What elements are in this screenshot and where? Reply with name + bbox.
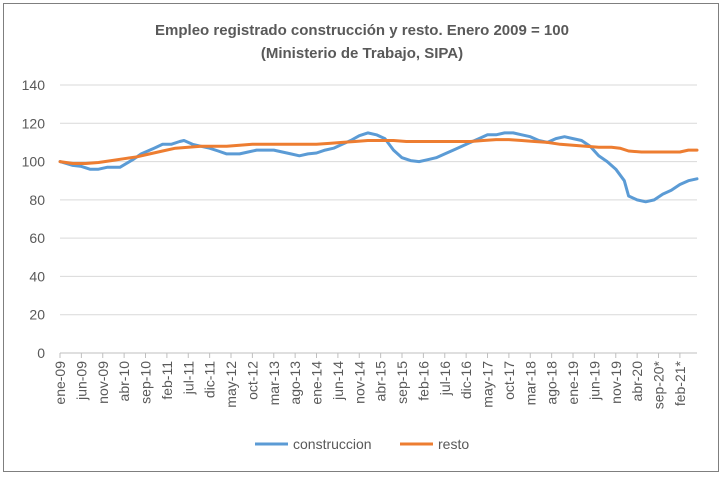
legend: construccion resto	[255, 436, 469, 452]
y-tick-label: 100	[22, 154, 46, 170]
x-tick-label: jul-11	[180, 361, 196, 395]
x-tick-label: dic-16	[458, 361, 474, 399]
x-axis: ene-09 jun-09 nov-09 abr-10 sep-10 feb-11 jul-…	[52, 352, 697, 409]
x-tick-label: may-17	[480, 361, 496, 408]
legend-label-resto: resto	[438, 436, 469, 452]
x-tick-label: abr-20	[629, 361, 645, 402]
x-tick-label: ene-19	[565, 361, 581, 405]
legend-label-construccion: construccion	[293, 436, 372, 452]
x-tick-label: mar-18	[522, 361, 538, 406]
y-axis-ticks: 0 20 40 60 80 100 120 140	[22, 77, 46, 361]
x-tick-label: jul-16	[437, 361, 453, 396]
x-tick-label: feb-21*	[672, 360, 688, 406]
x-tick-label: sep-20*	[651, 360, 667, 409]
gridlines	[60, 84, 697, 316]
x-tick-label: ene-09	[52, 361, 68, 405]
x-tick-label: dic-11	[202, 361, 218, 398]
y-tick-label: 80	[29, 192, 45, 208]
series-line-construccion	[58, 131, 699, 204]
x-tick-label: mar-13	[266, 361, 282, 406]
y-tick-label: 60	[29, 230, 45, 246]
x-tick-label: ago-13	[287, 361, 303, 405]
chart-subtitle: (Ministerio de Trabajo, SIPA)	[261, 45, 463, 62]
x-tick-label: oct-17	[501, 361, 517, 400]
x-tick-label: may-12	[223, 361, 239, 408]
x-tick-label: jun-09	[73, 361, 89, 401]
x-tick-label: feb-16	[415, 361, 431, 401]
y-tick-label: 140	[22, 77, 46, 93]
chart-frame	[3, 3, 719, 472]
x-tick-label: abr-15	[373, 361, 389, 402]
x-tick-label: oct-12	[244, 361, 260, 400]
x-tick-label: ago-18	[544, 361, 560, 405]
chart-title: Empleo registrado construcción y resto. …	[155, 22, 569, 39]
x-tick-label: nov-09	[95, 361, 111, 404]
x-tick-label: nov-14	[351, 361, 367, 404]
x-tick-label: feb-11	[159, 361, 175, 400]
x-tick-label: nov-19	[608, 361, 624, 404]
series-lines	[58, 131, 699, 204]
y-tick-label: 0	[37, 345, 45, 361]
x-tick-label: abr-10	[116, 361, 132, 402]
x-tick-label: ene-14	[309, 361, 325, 405]
y-tick-label: 120	[22, 115, 46, 131]
x-tick-label: sep-15	[394, 361, 410, 404]
x-tick-label: jun-19	[586, 361, 602, 401]
y-tick-label: 40	[29, 268, 45, 284]
x-tick-label: jun-14	[330, 361, 346, 401]
series-line-resto	[58, 138, 699, 165]
x-tick-label: sep-10	[138, 361, 154, 404]
y-tick-label: 20	[29, 307, 45, 323]
